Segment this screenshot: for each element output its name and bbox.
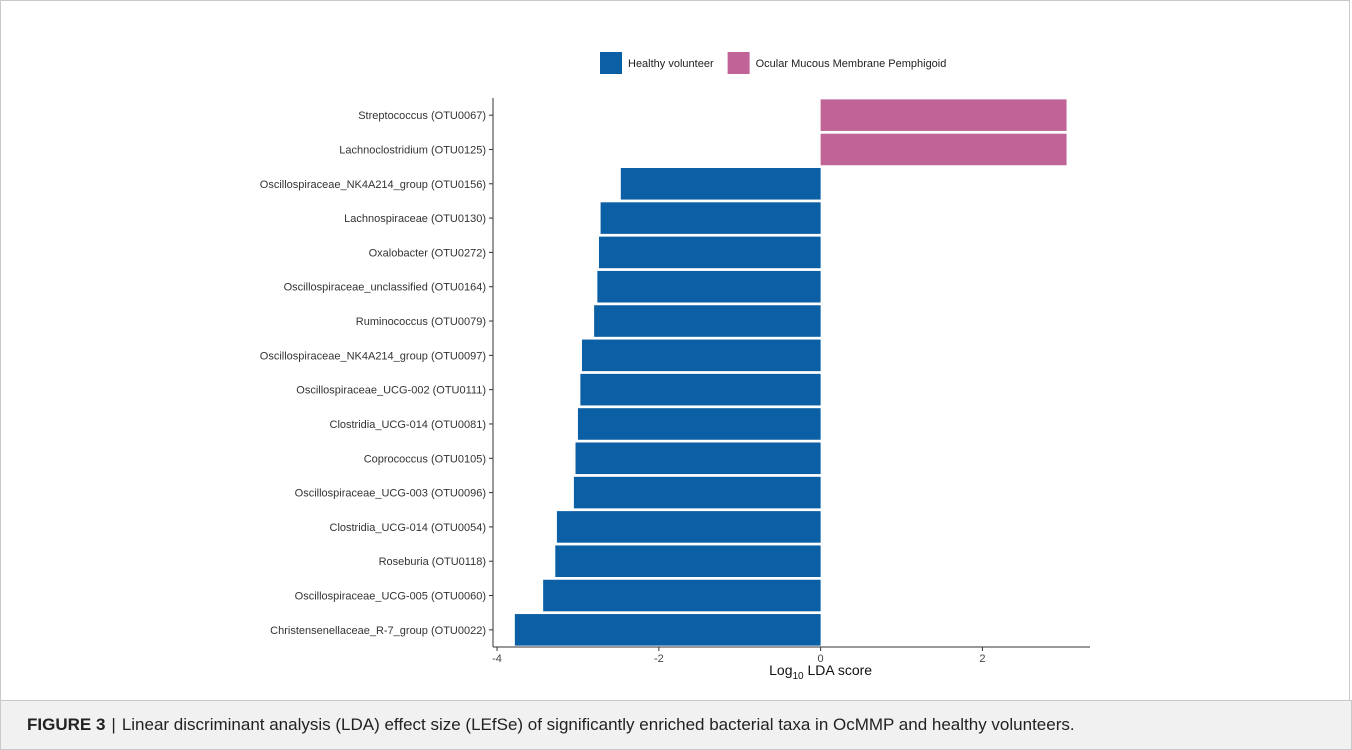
y-tick-label: Ruminococcus (OTU0079) — [356, 316, 486, 328]
bar — [573, 476, 821, 509]
bar — [577, 408, 821, 440]
y-tick-labels: Streptococcus (OTU0067) Lachnoclostridium… — [260, 110, 493, 637]
y-tick-label: Roseburia (OTU0118) — [379, 556, 486, 568]
y-tick-label: Clostridia_UCG-014 (OTU0081) — [330, 419, 487, 431]
legend-label: Healthy volunteer — [628, 58, 714, 70]
bar — [600, 202, 821, 234]
bars — [514, 99, 1067, 646]
figure-caption: FIGURE 3 | Linear discriminant analysis (L… — [0, 700, 1352, 750]
bar — [620, 167, 821, 200]
x-axis-label-main: Log — [769, 662, 792, 678]
bar — [555, 545, 821, 578]
y-tick-label: Oscillospiraceae_NK4A214_group (OTU0156) — [260, 179, 486, 191]
bar — [575, 442, 821, 475]
x-axis: -4 -2 0 2 — [492, 646, 1090, 665]
bar — [580, 373, 821, 406]
y-tick-label: Christensenellaceae_R-7_group (OTU0022) — [270, 625, 486, 637]
caption-separator: | — [111, 715, 116, 734]
bar — [543, 579, 821, 612]
bar — [581, 339, 821, 372]
y-tick-label: Oscillospiraceae_UCG-005 (OTU0060) — [295, 591, 486, 603]
y-tick-label: Streptococcus (OTU0067) — [358, 110, 486, 122]
x-tick-label: -4 — [492, 653, 502, 665]
bar — [597, 270, 821, 303]
y-tick-label: Oscillospiraceae_unclassified (OTU0164) — [284, 282, 486, 294]
y-tick-label: Oscillospiraceae_UCG-003 (OTU0096) — [295, 488, 486, 500]
x-axis-label-sub: 10 — [792, 671, 804, 682]
bar — [556, 511, 821, 543]
bar — [820, 99, 1067, 131]
y-tick-label: Coprococcus (OTU0105) — [364, 453, 486, 465]
x-axis-label: Log10 LDA score — [769, 662, 872, 682]
y-tick-label: Lachnoclostridium (OTU0125) — [339, 144, 486, 156]
y-tick-label: Clostridia_UCG-014 (OTU0054) — [330, 522, 487, 534]
legend: Healthy volunteer Ocular Mucous Membrane … — [600, 52, 946, 74]
figure-frame — [0, 0, 1350, 700]
x-tick-label: 0 — [818, 653, 824, 665]
x-tick-label: 2 — [979, 653, 985, 665]
legend-swatch — [727, 52, 750, 74]
legend-swatch — [600, 52, 622, 74]
bar — [598, 236, 821, 269]
bar — [820, 133, 1067, 166]
legend-label: Ocular Mucous Membrane Pemphigoid — [756, 58, 947, 70]
bar — [514, 614, 821, 646]
bar — [594, 305, 821, 337]
caption-text: Linear discriminant analysis (LDA) effec… — [121, 715, 1075, 734]
x-tick-label: -2 — [654, 653, 664, 665]
y-tick-label: Lachnospiraceae (OTU0130) — [344, 213, 486, 225]
y-tick-label: Oxalobacter (OTU0272) — [369, 247, 486, 259]
y-tick-label: Oscillospiraceae_NK4A214_group (OTU0097) — [260, 350, 486, 362]
x-axis-label-rest: LDA score — [804, 662, 873, 678]
caption-label: FIGURE 3 — [27, 715, 106, 734]
lda-bar-chart: Healthy volunteer Ocular Mucous Membrane … — [260, 52, 1090, 682]
y-tick-label: Oscillospiraceae_UCG-002 (OTU0111) — [296, 385, 486, 397]
